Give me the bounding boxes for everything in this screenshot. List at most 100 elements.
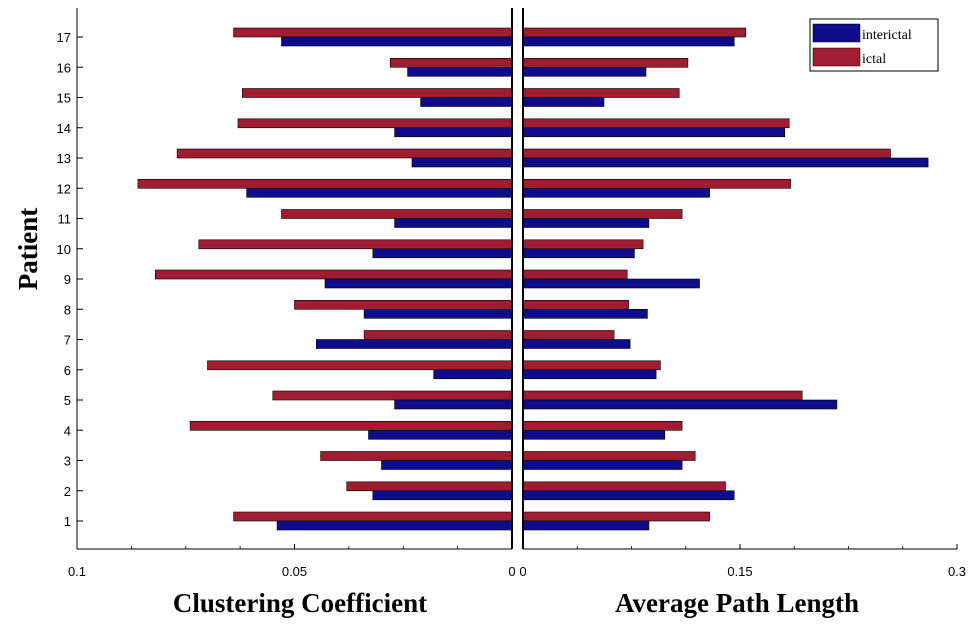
bar-pathlength-interictal-patient-13	[522, 157, 929, 168]
y-tick-label-4: 4	[64, 423, 71, 438]
bar-clustering-interictal-patient-8	[363, 308, 513, 319]
bar-clustering-ictal-patient-10	[198, 239, 513, 250]
bar-clustering-ictal-patient-9	[155, 269, 513, 280]
bar-pathlength-ictal-patient-16	[522, 57, 689, 68]
x-tick-label-1-1: 0.15	[727, 564, 752, 579]
legend-label-ictal: ictal	[862, 52, 886, 67]
bar-pathlength-ictal-patient-9	[522, 269, 628, 280]
bar-clustering-ictal-patient-7	[363, 330, 513, 340]
y-tick-label-7: 7	[64, 333, 71, 348]
y-tick-label-1: 1	[64, 514, 71, 529]
y-tick-label-6: 6	[64, 363, 71, 378]
bar-clustering-interictal-patient-7	[315, 339, 513, 349]
bar-clustering-interictal-patient-11	[394, 218, 513, 228]
bar-pathlength-interictal-patient-16	[522, 67, 647, 77]
right-x-axis-title: Average Path Length	[615, 588, 859, 618]
bar-clustering-interictal-patient-16	[407, 67, 513, 77]
bar-pathlength-ictal-patient-17	[522, 27, 747, 38]
bar-pathlength-ictal-patient-6	[522, 360, 661, 371]
y-tick-label-12: 12	[57, 181, 71, 196]
bar-clustering-ictal-patient-14	[237, 118, 513, 129]
bar-clustering-ictal-patient-4	[189, 420, 513, 431]
bar-clustering-ictal-patient-5	[272, 390, 513, 401]
bar-pathlength-interictal-patient-14	[522, 127, 786, 138]
bar-clustering-interictal-patient-13	[411, 157, 513, 168]
bar-pathlength-interictal-patient-3	[522, 460, 683, 470]
bar-clustering-interictal-patient-14	[394, 127, 513, 138]
bars-layer	[137, 27, 929, 531]
bar-pathlength-interictal-patient-12	[522, 188, 710, 198]
bar-pathlength-ictal-patient-8	[522, 299, 629, 310]
y-tick-label-11: 11	[58, 212, 72, 227]
x-tick-label-1-2: 0.3	[948, 564, 966, 579]
bar-clustering-interictal-patient-4	[368, 429, 513, 440]
bar-pathlength-interictal-patient-15	[522, 97, 605, 107]
y-tick-label-10: 10	[57, 242, 71, 257]
x-tick-label-0-2: 0	[508, 564, 515, 579]
bar-clustering-ictal-patient-13	[176, 148, 513, 159]
bar-pathlength-interictal-patient-6	[522, 369, 657, 380]
bar-clustering-ictal-patient-1	[233, 511, 513, 522]
bar-clustering-ictal-patient-12	[137, 179, 513, 189]
labels-layer: 0.1 0.05 0 0 0.15 0.3123456789101112131415161…	[57, 30, 967, 579]
bar-clustering-ictal-patient-3	[320, 451, 513, 461]
y-tick-label-2: 2	[64, 484, 71, 499]
bar-pathlength-ictal-patient-14	[522, 118, 790, 129]
bar-pathlength-ictal-patient-10	[522, 239, 644, 250]
legend-swatch-ictal	[812, 47, 861, 67]
y-tick-label-9: 9	[64, 272, 71, 287]
bar-pathlength-interictal-patient-7	[522, 339, 631, 349]
bar-clustering-interictal-patient-12	[246, 188, 513, 198]
bar-clustering-ictal-patient-8	[294, 299, 513, 310]
bar-pathlength-interictal-patient-8	[522, 308, 648, 319]
y-tick-label-13: 13	[57, 151, 71, 166]
bar-pathlength-interictal-patient-2	[522, 490, 735, 501]
bar-pathlength-ictal-patient-13	[522, 148, 891, 159]
bar-clustering-interictal-patient-10	[372, 248, 513, 259]
x-tick-label-1-0: 0	[519, 564, 526, 579]
bar-clustering-ictal-patient-16	[389, 57, 513, 68]
bar-clustering-interictal-patient-2	[372, 490, 513, 501]
y-tick-label-16: 16	[57, 60, 71, 75]
legend-label-interictal: interictal	[862, 28, 912, 43]
bar-clustering-interictal-patient-17	[281, 36, 513, 47]
bar-pathlength-ictal-patient-12	[522, 179, 791, 189]
left-x-axis-title: Clustering Coefficient	[173, 588, 427, 618]
bar-pathlength-ictal-patient-3	[522, 451, 696, 461]
bar-pathlength-interictal-patient-11	[522, 218, 650, 228]
x-tick-label-0-0: 0.1	[68, 564, 86, 579]
bar-pathlength-ictal-patient-5	[522, 390, 803, 401]
bar-pathlength-ictal-patient-4	[522, 420, 683, 431]
y-tick-label-3: 3	[64, 454, 71, 469]
bar-clustering-interictal-patient-1	[276, 520, 513, 531]
y-tick-label-8: 8	[64, 302, 71, 317]
bar-pathlength-interictal-patient-5	[522, 399, 838, 410]
bar-pathlength-ictal-patient-2	[522, 481, 726, 492]
bar-clustering-ictal-patient-2	[346, 481, 513, 492]
bar-clustering-interictal-patient-15	[420, 97, 513, 107]
y-tick-label-5: 5	[64, 393, 71, 408]
bar-pathlength-interictal-patient-17	[522, 36, 735, 47]
bar-clustering-interictal-patient-9	[324, 278, 513, 289]
bar-clustering-ictal-patient-17	[233, 27, 513, 38]
bar-clustering-ictal-patient-6	[207, 360, 513, 371]
bar-clustering-interictal-patient-3	[381, 460, 513, 470]
legend: interictal ictal	[809, 18, 939, 72]
legend-swatch-interictal	[812, 23, 861, 43]
x-tick-label-0-1: 0.05	[282, 564, 307, 579]
axes-layer	[76, 8, 958, 550]
y-axis-title: Patient	[13, 208, 43, 290]
bar-clustering-interictal-patient-5	[394, 399, 513, 410]
bar-pathlength-ictal-patient-15	[522, 88, 680, 98]
bar-pathlength-interictal-patient-9	[522, 278, 700, 289]
bar-pathlength-ictal-patient-11	[522, 209, 683, 219]
bar-clustering-interictal-patient-6	[433, 369, 513, 380]
bar-clustering-ictal-patient-15	[242, 88, 513, 98]
bar-pathlength-ictal-patient-7	[522, 330, 615, 340]
bar-pathlength-ictal-patient-1	[522, 511, 710, 522]
bar-pathlength-interictal-patient-1	[522, 520, 650, 531]
bar-pathlength-interictal-patient-4	[522, 429, 666, 440]
y-tick-label-14: 14	[57, 121, 71, 136]
y-tick-label-17: 17	[57, 30, 71, 45]
